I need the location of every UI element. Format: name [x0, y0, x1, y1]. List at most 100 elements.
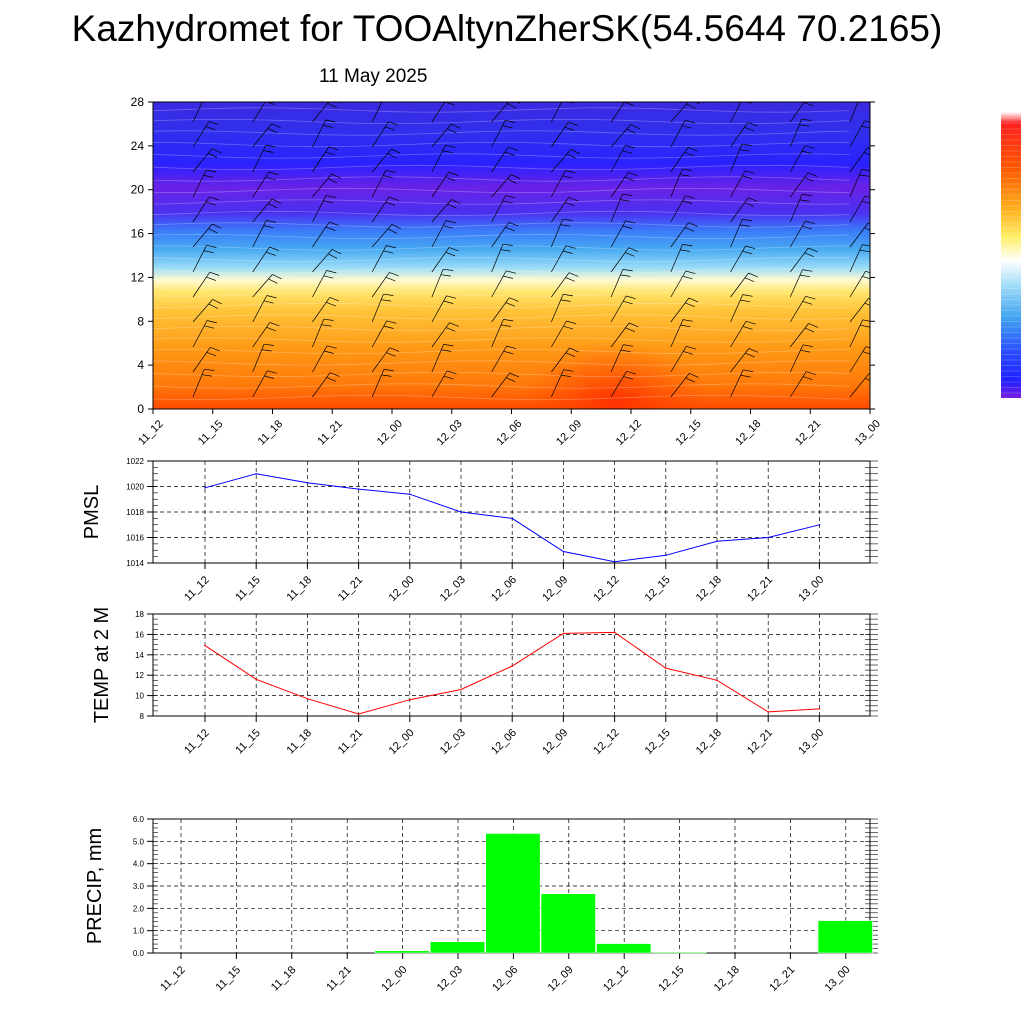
wind-barb-feather [443, 225, 453, 229]
y-tick-label: 20 [131, 183, 145, 197]
wind-barb [670, 244, 683, 273]
wind-barb-feather [327, 102, 337, 108]
wind-barb-feather [500, 249, 511, 252]
wind-barb-feather [560, 224, 571, 227]
wind-barb-feather [628, 97, 637, 100]
wind-barb-feather [323, 200, 334, 204]
wind-barb-feather [329, 372, 340, 377]
wind-barb [551, 347, 570, 373]
wind-barb-feather [505, 302, 516, 307]
wind-barb-feather [565, 95, 575, 97]
x-tick-label: 12_12 [591, 574, 621, 604]
wind-barb-feather [684, 227, 695, 232]
wind-barb-feather [805, 295, 816, 300]
wind-barb-feather [326, 345, 337, 349]
wind-barb-feather [265, 251, 276, 256]
wind-barb-feather [622, 269, 633, 272]
wind-barb [849, 244, 863, 273]
wind-barb [192, 121, 210, 148]
wind-barb-feather [503, 350, 514, 355]
wind-barb [312, 345, 328, 373]
wind-barb-feather [683, 351, 693, 355]
wind-barb [551, 219, 563, 248]
contour-line [153, 210, 850, 217]
wind-barb-feather [505, 195, 516, 199]
wind-barb [849, 102, 859, 123]
wind-barb-feather [801, 194, 812, 197]
data-point [716, 540, 718, 543]
wind-barb-feather [801, 118, 812, 121]
wind-barb [849, 319, 864, 348]
wind-barb-feather [625, 220, 636, 224]
wind-barb [670, 147, 689, 173]
wind-barb-feather [502, 243, 513, 246]
wind-barb [312, 319, 325, 348]
wind-barb [491, 102, 509, 123]
wind-barb-feather [443, 300, 454, 304]
wind-barb-feather [563, 294, 574, 297]
wind-barb [491, 195, 507, 223]
wind-barb [371, 347, 391, 373]
wind-barb-feather [201, 374, 212, 377]
wind-barb-feather [206, 169, 216, 173]
wind-barb-feather [742, 250, 753, 255]
wind-barb-feather [211, 148, 222, 154]
wind-barb-feather [383, 175, 393, 179]
cross-section-x-axis: 11_12 11_15 11_18 11_21 12_00 12_03 12_06 12_09… [136, 409, 883, 448]
wind-barb-feather [562, 218, 573, 221]
colorbar [1001, 112, 1021, 398]
wind-barb [730, 170, 746, 198]
wind-barb-feather [209, 196, 219, 201]
data-point [460, 511, 462, 513]
wind-barb [431, 123, 452, 148]
wind-barb-feather [207, 152, 218, 158]
x-tick-label: 13_00 [823, 964, 853, 994]
wind-barb [789, 172, 809, 198]
wind-barb-feather [383, 250, 394, 254]
contour-line [153, 222, 850, 228]
wind-barb-feather [624, 176, 635, 182]
wind-barb-feather [804, 145, 815, 149]
wind-barb-feather [385, 169, 396, 173]
wind-barb [551, 149, 572, 173]
wind-barb-feather [326, 270, 337, 274]
wind-barb-feather [864, 120, 870, 123]
y-tick-label: 10 [135, 692, 144, 701]
precip-bar [485, 833, 541, 954]
wind-barb-feather [682, 319, 693, 322]
wind-barb-feather [566, 153, 577, 159]
wind-barb-feather [685, 302, 695, 308]
x-tick-label: 12_18 [733, 418, 763, 448]
contour-line [153, 245, 850, 251]
wind-barb-feather [687, 147, 698, 152]
wind-barb-feather [506, 103, 517, 109]
x-tick-label: 13_00 [796, 574, 826, 604]
wind-barb-feather [625, 145, 635, 149]
x-tick-label: 12_03 [438, 727, 468, 757]
x-tick-label: 11_18 [285, 727, 315, 757]
x-tick-label: 12_03 [435, 964, 465, 994]
wind-barb-feather [741, 143, 752, 146]
wind-barb-feather [802, 269, 813, 272]
wind-barb [252, 144, 267, 173]
wind-barb [431, 295, 447, 323]
data-point [613, 560, 616, 563]
wind-barb-feather [802, 301, 813, 305]
wind-barb-feather [451, 123, 461, 129]
y-tick-label: 1018 [126, 508, 144, 517]
x-tick-label: 11_12 [182, 574, 212, 604]
wind-barb-feather [808, 97, 817, 101]
data-point [562, 632, 565, 635]
x-tick-label: 11_12 [182, 727, 212, 757]
x-tick-label: 12_00 [387, 574, 417, 604]
wind-barb-feather [206, 276, 216, 281]
wind-barb-feather [268, 203, 278, 209]
y-tick-label: 0.0 [133, 949, 145, 958]
wind-barb-feather [862, 244, 870, 247]
wind-barb-feather [386, 320, 397, 324]
wind-barb [670, 169, 683, 198]
wind-barb-feather [516, 102, 521, 104]
wind-barb [491, 297, 510, 323]
wind-barb-feather [684, 120, 695, 124]
contour-line [153, 279, 850, 286]
